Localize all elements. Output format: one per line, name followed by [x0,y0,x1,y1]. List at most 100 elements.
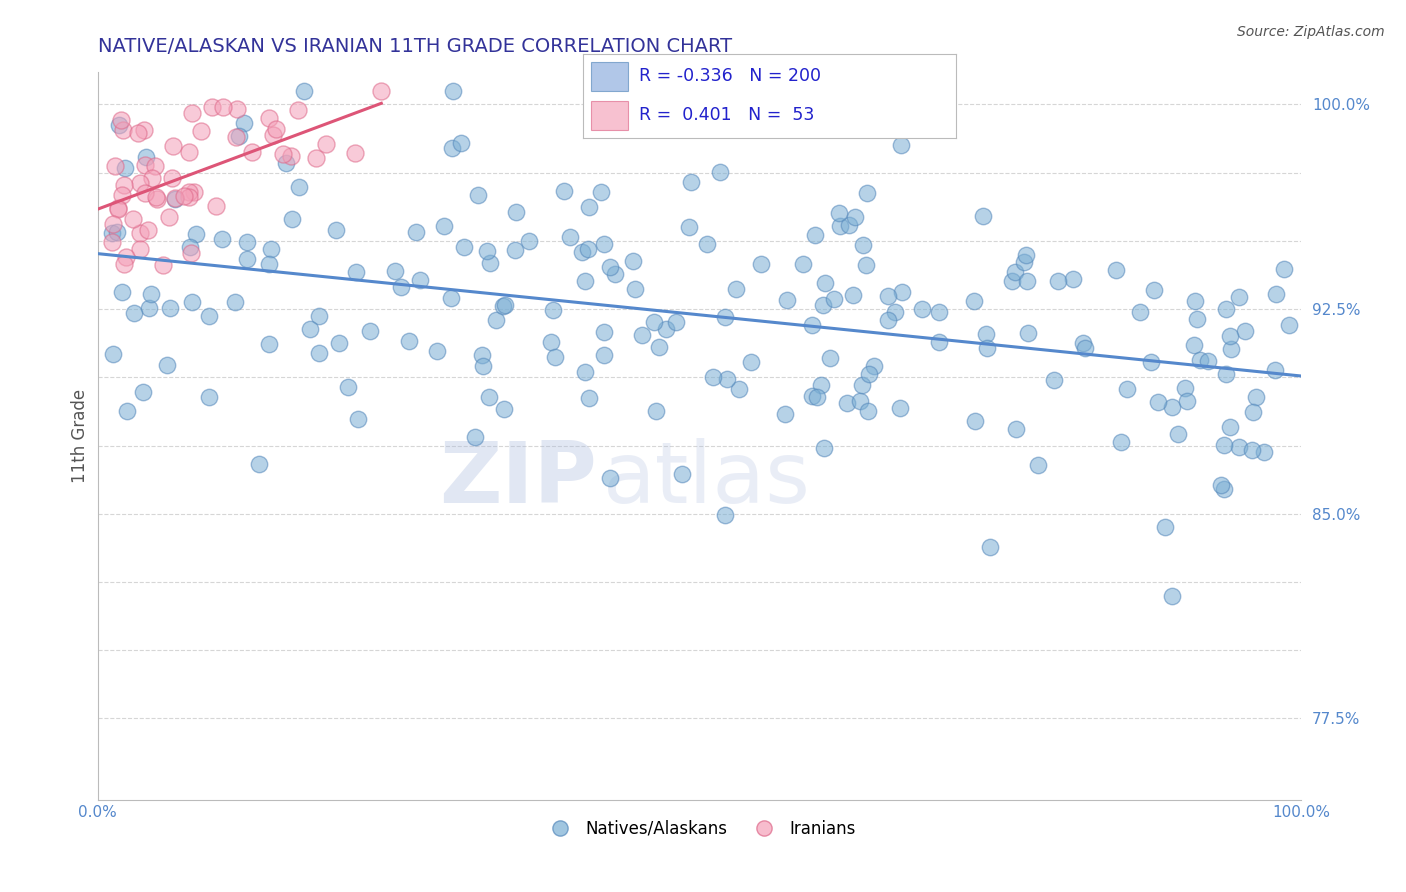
FancyBboxPatch shape [591,101,628,130]
Point [240,145,263,160]
Point [800,389,823,403]
Point [464,430,486,444]
Point [1014,248,1036,262]
Point [654,322,676,336]
Point [503,243,526,257]
Point [343,146,366,161]
Point [928,305,950,319]
Point [835,396,858,410]
Point [621,254,644,268]
Point [963,294,986,309]
Point [589,185,612,199]
Point [299,322,322,336]
Point [308,310,330,324]
Point [776,293,799,308]
Point [108,118,131,132]
Point [328,335,350,350]
Point [162,139,184,153]
Point [157,210,180,224]
Point [141,170,163,185]
Point [1175,394,1198,409]
Point [181,294,204,309]
Point [479,256,502,270]
Point [111,285,134,300]
Point [1129,304,1152,318]
Point [928,334,950,349]
Point [976,341,998,355]
Point [259,256,281,270]
Point [110,113,132,128]
Point [844,211,866,225]
Text: R =  0.401   N =  53: R = 0.401 N = 53 [640,106,814,124]
Point [1146,394,1168,409]
Point [201,100,224,114]
Point [883,305,905,319]
Point [830,219,852,234]
Point [180,246,202,260]
Point [337,380,360,394]
Point [544,350,567,364]
Point [858,367,880,381]
Point [146,192,169,206]
Point [1187,312,1209,326]
Point [100,235,122,250]
Point [1026,458,1049,472]
Point [541,303,564,318]
Point [1227,290,1250,304]
Point [129,176,152,190]
Point [472,359,495,373]
Point [814,276,837,290]
Point [1234,324,1257,338]
Point [1074,341,1097,355]
Point [111,123,134,137]
Point [315,136,337,151]
Point [1197,354,1219,368]
Point [264,121,287,136]
Point [288,180,311,194]
Point [696,236,718,251]
Point [159,301,181,315]
Point [212,99,235,113]
Point [475,244,498,259]
Point [851,377,873,392]
Point [325,223,347,237]
Point [179,190,201,204]
Point [728,382,751,396]
Point [1043,373,1066,387]
Point [1071,335,1094,350]
Point [838,218,860,232]
Point [186,227,208,242]
Point [749,257,772,271]
Point [972,210,994,224]
Point [128,226,150,240]
Point [571,244,593,259]
Point [177,145,200,160]
Point [271,146,294,161]
Point [179,186,201,200]
Point [257,112,280,126]
Point [806,391,828,405]
Point [645,404,668,418]
Point [889,401,911,416]
Point [205,199,228,213]
Point [112,256,135,270]
Point [190,123,212,137]
Point [450,136,472,150]
Point [576,242,599,256]
Point [433,219,456,234]
Text: Source: ZipAtlas.com: Source: ZipAtlas.com [1237,25,1385,39]
Point [494,298,516,312]
Point [599,260,621,274]
Point [1140,355,1163,369]
Point [1105,263,1128,277]
Point [103,218,125,232]
Point [1241,443,1264,458]
Point [665,315,688,329]
Point [1109,435,1132,450]
Point [107,202,129,216]
Point [211,232,233,246]
Point [1277,318,1299,333]
Point [1189,353,1212,368]
Point [344,265,367,279]
Point [1160,589,1182,603]
